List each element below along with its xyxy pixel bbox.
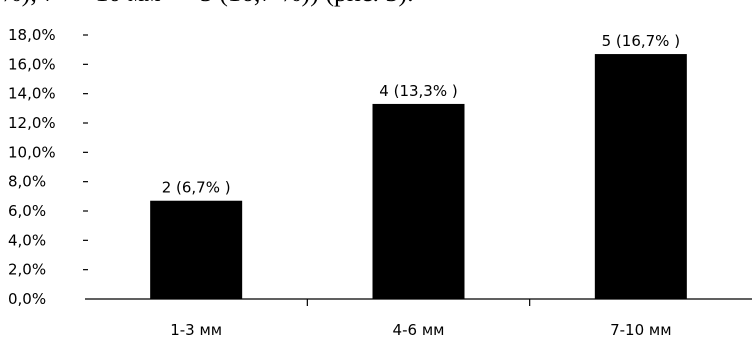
- document-text-fragment: %), 7 — 10 мм — 5 (16,7 %)) (рис. 3).: [0, 0, 414, 8]
- bar-data-label: 4 (13,3% ): [379, 82, 457, 100]
- y-tick-label: 16,0%: [8, 55, 56, 73]
- x-category-label: 7-10 мм: [610, 321, 671, 339]
- data-labels: 2 (6,7% ) 4 (13,3% ) 5 (16,7% ): [162, 32, 680, 197]
- y-tick-label: 12,0%: [8, 114, 56, 132]
- x-axis: 1-3 мм 4-6 мм 7-10 мм: [85, 298, 752, 339]
- x-category-label: 1-3 мм: [170, 321, 222, 339]
- y-tick-label: 18,0%: [8, 26, 56, 44]
- y-tick-label: 4,0%: [8, 231, 46, 249]
- bar-data-label: 2 (6,7% ): [162, 179, 231, 197]
- bar-data-label: 5 (16,7% ): [602, 32, 680, 50]
- bar-series: [150, 54, 687, 299]
- y-tick-label: 2,0%: [8, 261, 46, 279]
- bar: [150, 200, 243, 299]
- y-tick-label: 0,0%: [8, 290, 46, 308]
- bar: [594, 54, 687, 299]
- y-axis: 0,0% 2,0% 4,0% 6,0% 8,0% 10,0% 12,0% 14,0% 16,0%…: [8, 26, 88, 308]
- y-tick-label: 6,0%: [8, 202, 46, 220]
- y-tick-label: 8,0%: [8, 173, 46, 191]
- x-category-label: 4-6 мм: [393, 321, 445, 339]
- bar: [372, 103, 465, 299]
- y-tick-label: 10,0%: [8, 143, 56, 161]
- y-tick-label: 14,0%: [8, 85, 56, 103]
